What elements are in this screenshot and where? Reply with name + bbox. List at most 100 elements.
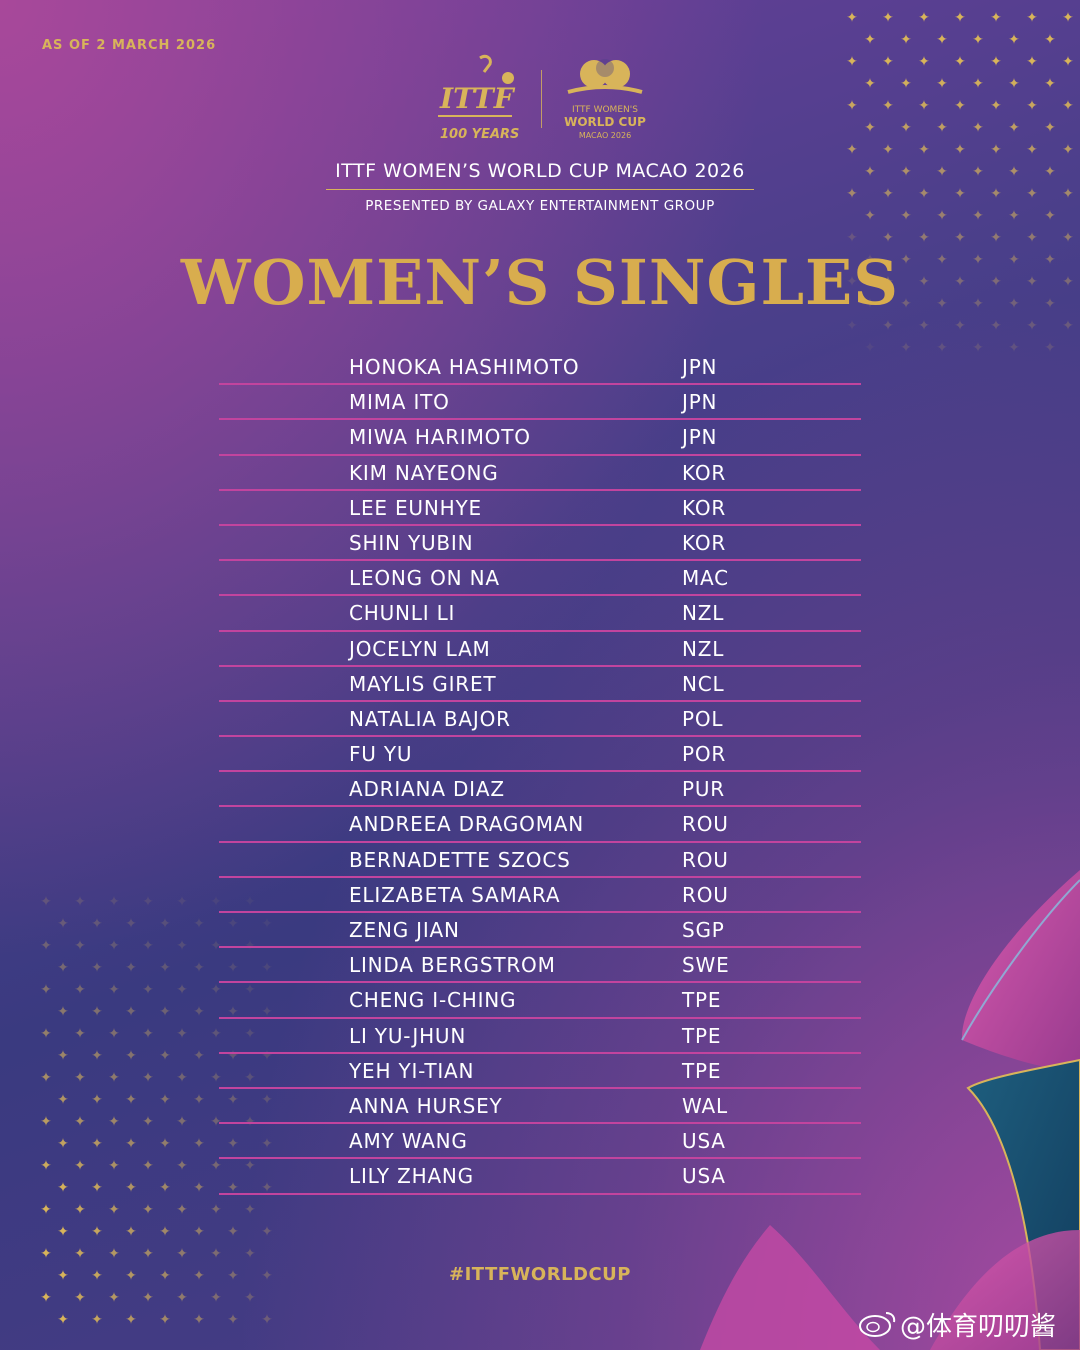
sparkle-icon: ✦: [210, 982, 222, 998]
svg-text:100 YEARS: 100 YEARS: [440, 127, 519, 142]
sparkle-icon: ✦: [918, 98, 930, 114]
sparkle-icon: ✦: [918, 10, 930, 26]
sparkle-icon: ✦: [990, 186, 1002, 202]
sparkle-icon: ✦: [990, 230, 1002, 246]
sparkle-icon: ✦: [900, 340, 912, 356]
sparkle-icon: ✦: [1062, 186, 1074, 202]
sparkle-icon: ✦: [159, 1004, 171, 1020]
sparkle-icon: ✦: [142, 1026, 154, 1042]
player-country: USA: [682, 1129, 726, 1154]
sparkle-icon: ✦: [1044, 32, 1056, 48]
sparkle-icon: ✦: [972, 208, 984, 224]
sparkle-icon: ✦: [882, 186, 894, 202]
sparkle-icon: ✦: [74, 894, 86, 910]
sparkle-icon: ✦: [142, 982, 154, 998]
svg-text:ITTF WOMEN'S: ITTF WOMEN'S: [572, 105, 638, 115]
sparkle-icon: ✦: [57, 1048, 69, 1064]
player-country: PUR: [682, 777, 725, 802]
sparkle-icon: ✦: [176, 1290, 188, 1306]
sparkle-icon: ✦: [227, 1092, 239, 1108]
sparkle-icon: ✦: [1044, 252, 1056, 268]
sparkle-icon: ✦: [193, 960, 205, 976]
sparkle-icon: ✦: [244, 1026, 256, 1042]
sparkle-icon: ✦: [846, 186, 858, 202]
sparkle-icon: ✦: [125, 1224, 137, 1240]
sparkle-icon: ✦: [227, 1224, 239, 1240]
sparkle-icon: ✦: [864, 296, 876, 312]
player-row: NATALIA BAJOR POL: [219, 702, 861, 738]
sparkle-icon: ✦: [142, 938, 154, 954]
sparkle-icon: ✦: [900, 32, 912, 48]
sparkle-icon: ✦: [142, 1114, 154, 1130]
sparkle-icon: ✦: [954, 186, 966, 202]
sparkle-icon: ✦: [142, 1290, 154, 1306]
sparkle-icon: ✦: [1044, 164, 1056, 180]
sparkle-icon: ✦: [91, 1224, 103, 1240]
player-row: MAYLIS GIRET NCL: [219, 667, 861, 702]
sparkle-icon: ✦: [227, 1004, 239, 1020]
svg-text:MACAO 2026: MACAO 2026: [579, 131, 631, 140]
sparkle-icon: ✦: [990, 274, 1002, 290]
player-name: KIM NAYEONG: [349, 460, 499, 485]
player-country: JPN: [682, 390, 718, 415]
sparkle-icon: ✦: [864, 252, 876, 268]
sparkle-icon: ✦: [227, 1136, 239, 1152]
sparkle-icon: ✦: [91, 1312, 103, 1328]
sparkle-icon: ✦: [125, 1048, 137, 1064]
world-cup-logo: ITTF WOMEN'S WORLD CUP MACAO 2026: [564, 59, 646, 140]
sparkle-icon: ✦: [91, 960, 103, 976]
player-list: HONOKA HASHIMOTO JPN MIMA ITO JPN MIWA HARIM…: [219, 350, 861, 1195]
sparkle-icon: ✦: [1044, 340, 1056, 356]
player-name: MIMA ITO: [349, 390, 450, 415]
sparkle-icon: ✦: [40, 1202, 52, 1218]
sparkle-icon: ✦: [244, 894, 256, 910]
petal-shape: [700, 1225, 880, 1350]
player-country: NZL: [682, 636, 725, 661]
sparkle-icon: ✦: [159, 960, 171, 976]
player-country: ROU: [682, 847, 729, 872]
sparkle-icon: ✦: [972, 164, 984, 180]
player-row: FU YU POR: [219, 737, 861, 773]
sparkle-pattern-bottom-left: ✦ ✦ ✦ ✦ ✦ ✦ ✦ ✦ ✦ ✦ ✦ ✦ ✦ ✦ ✦ ✦ ✦ ✦ ✦ ✦ ✦ ✦ ✦ ✦ ✦ ✦ ✦ ✦ ✦ ✦ ✦ ✦ ✦ ✦ ✦ ✦ ✦ ✦ ✦ ✦…: [40, 894, 273, 1328]
player-row: AMY WANG USA: [219, 1124, 861, 1160]
sparkle-icon: ✦: [846, 274, 858, 290]
sparkle-icon: ✦: [1008, 252, 1020, 268]
sparkle-icon: ✦: [900, 164, 912, 180]
player-country: SWE: [682, 953, 730, 978]
player-name: ANNA HURSEY: [349, 1093, 503, 1118]
player-name: ANDREEA DRAGOMAN: [349, 812, 585, 837]
player-name: LEE EUNHYE: [349, 495, 482, 520]
sparkle-icon: ✦: [954, 10, 966, 26]
svg-text:WORLD CUP: WORLD CUP: [564, 115, 646, 129]
player-row: ANDREEA DRAGOMAN ROU: [219, 807, 861, 843]
sparkle-icon: ✦: [193, 1312, 205, 1328]
sparkle-icon: ✦: [972, 296, 984, 312]
sparkle-icon: ✦: [954, 230, 966, 246]
sparkle-icon: ✦: [91, 1180, 103, 1196]
sparkle-icon: ✦: [193, 916, 205, 932]
sparkle-icon: ✦: [936, 76, 948, 92]
player-name: ZENG JIAN: [349, 918, 460, 942]
as-of-date: AS OF 2 MARCH 2026: [42, 38, 217, 53]
sparkle-icon: ✦: [142, 1246, 154, 1262]
sparkle-icon: ✦: [1026, 54, 1038, 70]
sparkle-icon: ✦: [125, 1312, 137, 1328]
player-name: AMY WANG: [349, 1129, 468, 1154]
sparkle-icon: ✦: [244, 982, 256, 998]
sparkle-icon: ✦: [846, 318, 858, 334]
logo-divider: [541, 70, 542, 128]
sparkle-icon: ✦: [176, 982, 188, 998]
sparkle-icon: ✦: [954, 98, 966, 114]
sparkle-icon: ✦: [1044, 120, 1056, 136]
sparkle-icon: ✦: [918, 142, 930, 158]
sparkle-icon: ✦: [74, 1070, 86, 1086]
sparkle-icon: ✦: [1008, 120, 1020, 136]
sparkle-icon: ✦: [57, 1224, 69, 1240]
sparkle-icon: ✦: [244, 1070, 256, 1086]
sparkle-icon: ✦: [261, 1268, 273, 1284]
sparkle-icon: ✦: [882, 318, 894, 334]
sparkle-icon: ✦: [142, 1070, 154, 1086]
sparkle-icon: ✦: [227, 1180, 239, 1196]
sparkle-icon: ✦: [936, 164, 948, 180]
player-country: KOR: [682, 460, 727, 485]
